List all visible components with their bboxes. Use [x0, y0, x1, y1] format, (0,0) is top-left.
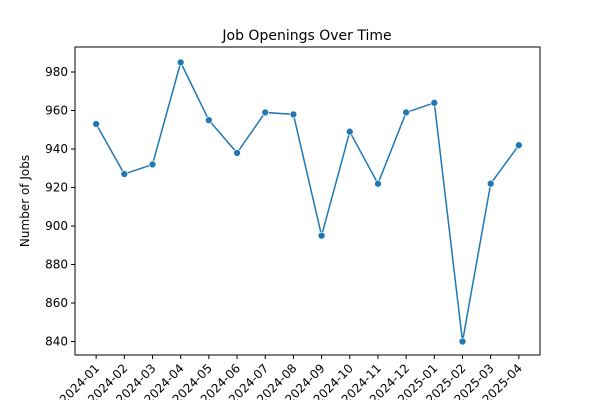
data-point	[120, 170, 129, 178]
plot-frame	[74, 46, 541, 356]
data-point	[515, 141, 523, 150]
data-point	[486, 179, 495, 188]
y-axis-label: Number of Jobs	[18, 155, 32, 247]
y-tick-label: 980	[45, 65, 68, 79]
data-point	[402, 108, 410, 117]
data-point	[148, 160, 157, 169]
data-point	[92, 120, 100, 128]
y-tick-label: 960	[45, 104, 68, 118]
data-point	[233, 149, 241, 157]
data-point	[345, 127, 354, 136]
chart-title: Job Openings Over Time	[221, 28, 391, 44]
y-tick-label: 840	[45, 335, 68, 349]
y-tick-label: 900	[45, 219, 68, 233]
y-tick-label: 940	[45, 142, 68, 156]
data-point	[430, 98, 439, 107]
data-point	[205, 116, 213, 125]
data-point	[374, 179, 382, 188]
data-point	[458, 337, 467, 346]
y-tick-label: 880	[45, 258, 68, 272]
data-point	[261, 108, 270, 117]
data-point	[289, 110, 298, 119]
y-tick-label: 860	[45, 296, 68, 310]
data-point	[176, 58, 185, 67]
y-tick-label: 920	[45, 181, 68, 195]
data-point	[317, 231, 326, 240]
data-line	[95, 60, 520, 342]
